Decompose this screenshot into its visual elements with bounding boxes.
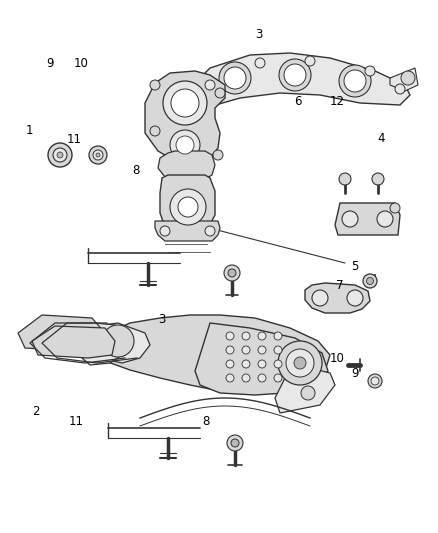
- Circle shape: [363, 274, 377, 288]
- Circle shape: [294, 357, 306, 369]
- Polygon shape: [160, 175, 215, 237]
- Circle shape: [228, 269, 236, 277]
- Circle shape: [242, 360, 250, 368]
- Text: 2: 2: [32, 405, 40, 418]
- Circle shape: [377, 211, 393, 227]
- Circle shape: [215, 88, 225, 98]
- Circle shape: [171, 89, 199, 117]
- Circle shape: [102, 325, 134, 357]
- Polygon shape: [32, 326, 115, 358]
- Circle shape: [395, 84, 405, 94]
- Text: 8: 8: [132, 164, 139, 177]
- Circle shape: [93, 150, 103, 160]
- Circle shape: [258, 346, 266, 354]
- Circle shape: [242, 346, 250, 354]
- Circle shape: [286, 349, 314, 377]
- Polygon shape: [155, 221, 220, 241]
- Circle shape: [278, 341, 322, 385]
- Circle shape: [213, 150, 223, 160]
- Text: 6: 6: [294, 95, 302, 108]
- Circle shape: [258, 332, 266, 340]
- Polygon shape: [18, 315, 105, 351]
- Circle shape: [226, 360, 234, 368]
- Circle shape: [219, 62, 251, 94]
- Circle shape: [176, 136, 194, 154]
- Circle shape: [344, 70, 366, 92]
- Polygon shape: [305, 283, 370, 313]
- Circle shape: [226, 374, 234, 382]
- Circle shape: [226, 332, 234, 340]
- Circle shape: [312, 290, 328, 306]
- Circle shape: [242, 374, 250, 382]
- Circle shape: [224, 67, 246, 89]
- Circle shape: [163, 81, 207, 125]
- Circle shape: [150, 126, 160, 136]
- Circle shape: [170, 130, 200, 160]
- Polygon shape: [88, 323, 150, 363]
- Circle shape: [150, 80, 160, 90]
- Polygon shape: [190, 53, 410, 108]
- Circle shape: [258, 374, 266, 382]
- Circle shape: [390, 203, 400, 213]
- Polygon shape: [90, 315, 330, 393]
- Text: 3: 3: [159, 313, 166, 326]
- Circle shape: [342, 211, 358, 227]
- Circle shape: [170, 189, 206, 225]
- Polygon shape: [158, 151, 215, 181]
- Circle shape: [347, 290, 363, 306]
- Circle shape: [231, 439, 239, 447]
- Circle shape: [57, 152, 63, 158]
- Polygon shape: [275, 368, 335, 413]
- Circle shape: [401, 71, 415, 85]
- Circle shape: [160, 226, 170, 236]
- Circle shape: [305, 56, 315, 66]
- Text: 11: 11: [69, 415, 84, 427]
- Text: 11: 11: [67, 133, 82, 146]
- Text: 1: 1: [26, 124, 34, 137]
- Circle shape: [226, 346, 234, 354]
- Polygon shape: [335, 203, 400, 235]
- Circle shape: [224, 265, 240, 281]
- Circle shape: [301, 386, 315, 400]
- Circle shape: [274, 346, 282, 354]
- Circle shape: [178, 197, 198, 217]
- Polygon shape: [75, 323, 128, 365]
- Text: 7: 7: [336, 279, 343, 292]
- Circle shape: [368, 374, 382, 388]
- Circle shape: [258, 360, 266, 368]
- Circle shape: [242, 332, 250, 340]
- Circle shape: [274, 374, 282, 382]
- Circle shape: [48, 143, 72, 167]
- Text: 4: 4: [377, 132, 385, 145]
- Circle shape: [339, 173, 351, 185]
- Circle shape: [53, 148, 67, 162]
- Circle shape: [96, 153, 100, 157]
- Text: 10: 10: [74, 58, 88, 70]
- Circle shape: [227, 435, 243, 451]
- Circle shape: [205, 80, 215, 90]
- Circle shape: [371, 377, 379, 385]
- Circle shape: [274, 332, 282, 340]
- Text: 9: 9: [351, 367, 359, 379]
- Text: 12: 12: [330, 95, 345, 108]
- Polygon shape: [390, 68, 418, 91]
- Circle shape: [205, 226, 215, 236]
- Circle shape: [365, 66, 375, 76]
- Text: 3: 3: [255, 28, 262, 41]
- Circle shape: [284, 64, 306, 86]
- Circle shape: [339, 65, 371, 97]
- Text: 10: 10: [330, 352, 345, 365]
- Circle shape: [274, 360, 282, 368]
- Text: 8: 8: [202, 415, 209, 427]
- Circle shape: [372, 173, 384, 185]
- Circle shape: [279, 59, 311, 91]
- Circle shape: [89, 146, 107, 164]
- Circle shape: [367, 278, 374, 285]
- Text: 9: 9: [46, 58, 54, 70]
- Text: 5: 5: [351, 260, 358, 273]
- Polygon shape: [195, 323, 328, 395]
- Circle shape: [255, 58, 265, 68]
- Polygon shape: [145, 71, 225, 163]
